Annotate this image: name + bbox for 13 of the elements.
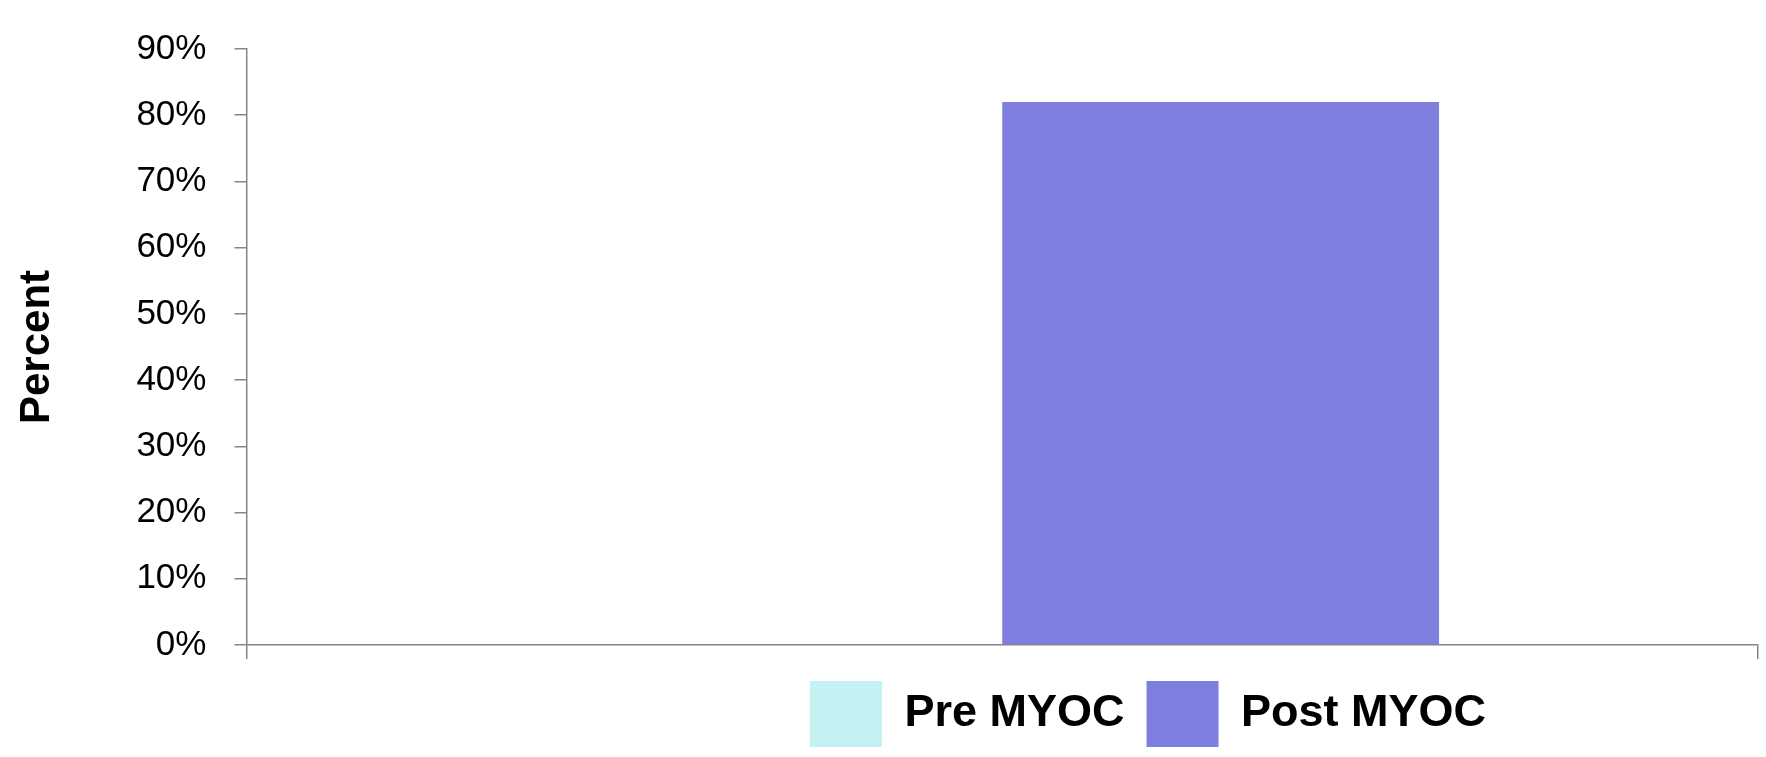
legend-label: Post MYOC	[1241, 685, 1487, 737]
y-tick-label: 40%	[136, 357, 207, 397]
y-tick-label: 80%	[136, 92, 207, 132]
y-tick-label: 50%	[136, 291, 207, 331]
y-tick-label: 30%	[136, 423, 207, 463]
legend-label: Pre MYOC	[904, 685, 1125, 737]
y-tick-label: 60%	[136, 225, 207, 265]
y-tick-label: 20%	[136, 490, 207, 530]
y-tick-label: 0%	[155, 622, 207, 662]
y-axis-title: Percent	[10, 269, 58, 425]
y-tick-label: 90%	[136, 26, 207, 66]
y-tick-label: 10%	[136, 556, 207, 596]
y-tick-label: 70%	[136, 159, 207, 199]
